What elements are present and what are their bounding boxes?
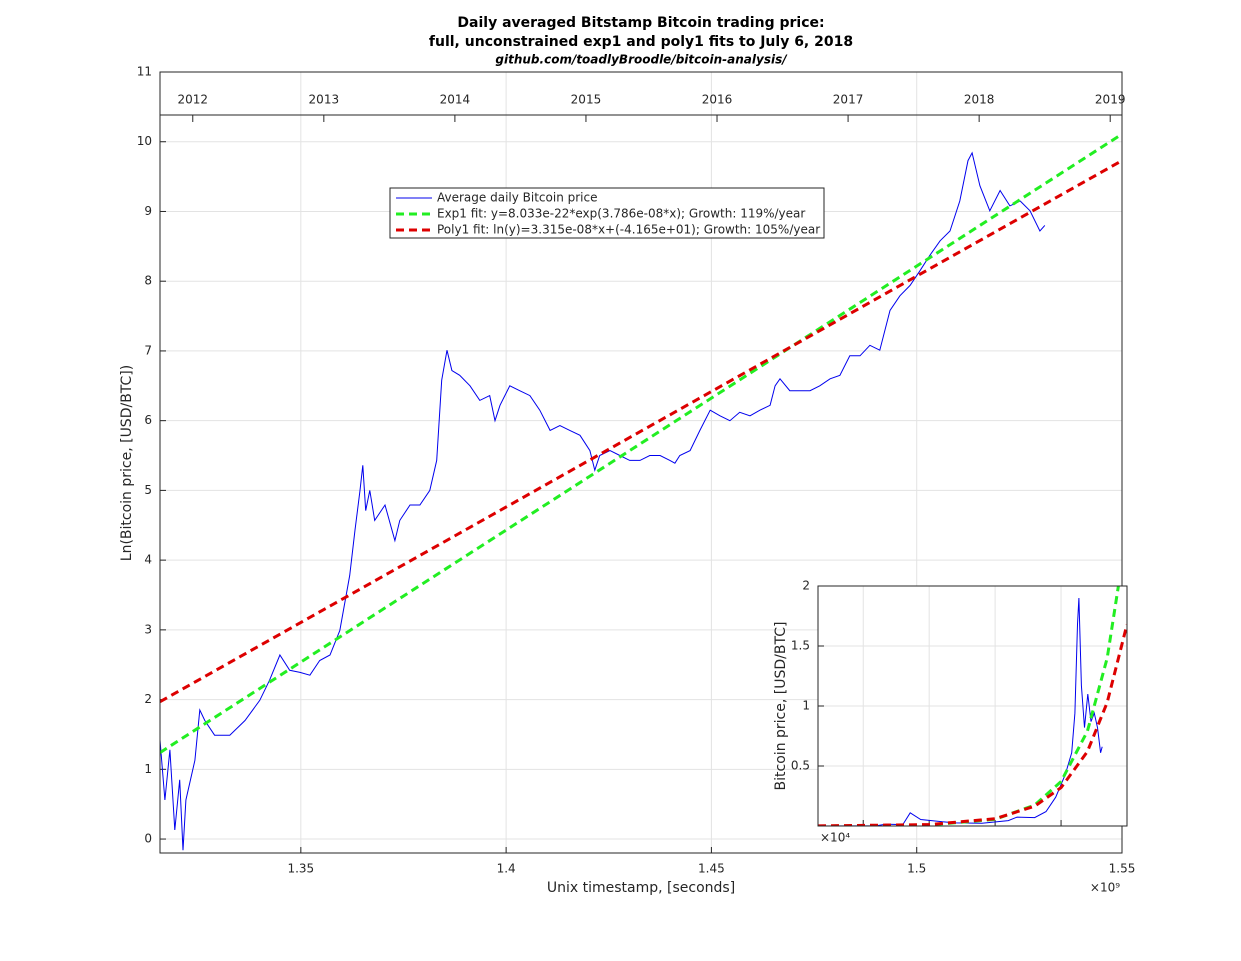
y-tick-label: 2: [802, 579, 810, 593]
x-multiplier: ×10⁹: [1090, 881, 1120, 895]
x2-tick-label: 2015: [571, 93, 602, 107]
x2-tick-label: 2019: [1095, 93, 1126, 107]
x-tick-label: 1.35: [287, 862, 314, 876]
data-line: [160, 159, 1122, 704]
data-line: [160, 132, 1122, 754]
legend-label: Average daily Bitcoin price: [437, 191, 597, 205]
x2-tick-label: 2016: [702, 93, 733, 107]
y-tick-label: 2: [144, 692, 152, 706]
series-group: [160, 132, 1122, 851]
y-tick-label: 7: [144, 343, 152, 357]
axes-box: [817, 585, 1128, 827]
y-tick-label: 0: [144, 832, 152, 846]
x-tick-label: 1.4: [497, 862, 516, 876]
y-axis-label: Ln(Bitcoin price, [USD/BTC]): [119, 365, 135, 561]
y-tick-label: 1: [144, 762, 152, 776]
subtitle: github.com/toadlyBroodle/bitcoin-analysi…: [495, 53, 788, 67]
axes-box: [159, 71, 1123, 854]
data-line: [160, 151, 1046, 851]
y-tick-label: 9: [144, 204, 152, 218]
y-tick-label: 3: [144, 622, 152, 636]
title-line: full, unconstrained exp1 and poly1 fits …: [429, 34, 853, 50]
y-tick-label: 0.5: [791, 759, 810, 773]
x2-tick-label: 2017: [833, 93, 864, 107]
x2-tick-label: 2018: [964, 93, 995, 107]
x2-tick-label: 2013: [309, 93, 340, 107]
data-line: [818, 597, 1103, 826]
x-tick-label: 1.45: [698, 862, 725, 876]
y-tick-label: 6: [144, 413, 152, 427]
inset-y-label: Bitcoin price, [USD/BTC]: [773, 622, 789, 791]
title-line: Daily averaged Bitstamp Bitcoin trading …: [457, 15, 824, 31]
legend-label: Exp1 fit: y=8.033e-22*exp(3.786e-08*x); …: [437, 207, 805, 221]
y-tick-label: 10: [137, 134, 152, 148]
x-tick-label: 1.5: [907, 862, 926, 876]
data-line: [818, 624, 1127, 826]
y-tick-label: 4: [144, 553, 152, 567]
x-axis-label: Unix timestamp, [seconds]: [547, 880, 735, 896]
x2-tick-label: 2012: [177, 93, 208, 107]
y-multiplier: ×10⁴: [820, 831, 850, 845]
y-tick-label: 8: [144, 274, 152, 288]
y-tick-label: 5: [144, 483, 152, 497]
y-tick-label: 1: [802, 699, 810, 713]
legend-box: [389, 187, 825, 239]
x2-tick-label: 2014: [440, 93, 471, 107]
y-tick-label: 11: [137, 65, 152, 79]
x-tick-label: 1.55: [1109, 862, 1136, 876]
y-tick-label: 1.5: [791, 639, 810, 653]
legend-label: Poly1 fit: ln(y)=3.315e-08*x+(-4.165e+01…: [437, 223, 820, 237]
